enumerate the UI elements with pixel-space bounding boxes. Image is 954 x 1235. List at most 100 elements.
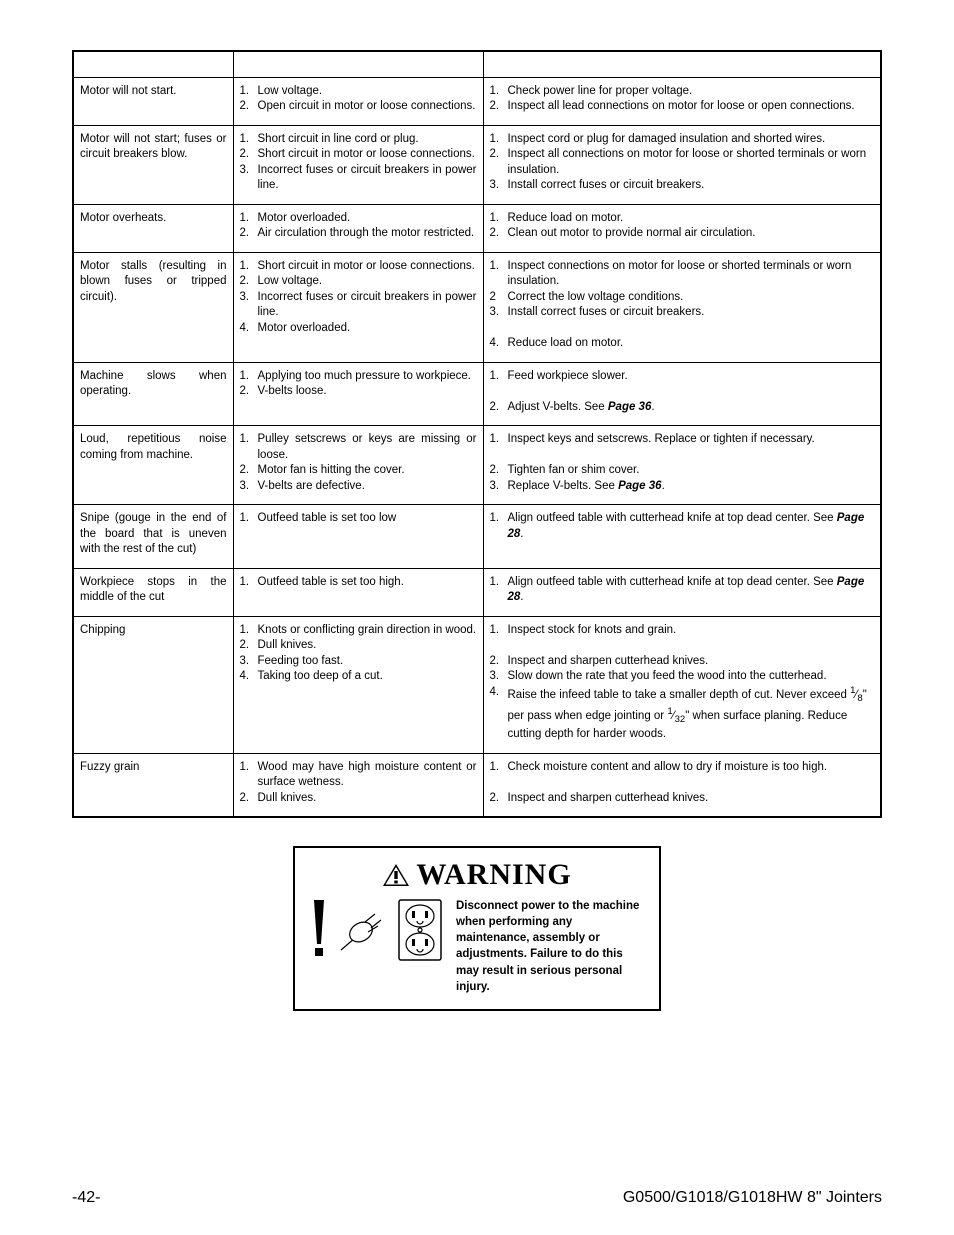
exclamation-icon xyxy=(309,898,329,962)
list-number: 2. xyxy=(240,147,258,163)
table-row: Loud, repetitious noise coming from mach… xyxy=(73,426,881,505)
cause-cell: 1.Outfeed table is set too high. xyxy=(233,568,483,616)
cause-cell: 1.Low voltage.2.Open circuit in motor or… xyxy=(233,77,483,125)
cause-cell: 1.Applying too much pressure to workpiec… xyxy=(233,362,483,426)
cause-cell: 1.Outfeed table is set too low xyxy=(233,505,483,569)
list-text: Low voltage. xyxy=(258,274,477,290)
list-text: Replace V-belts. See Page 36. xyxy=(508,479,875,495)
warning-box: WARNING xyxy=(293,846,661,1011)
table-row: Chipping1.Knots or conflicting grain dir… xyxy=(73,616,881,753)
list-number: 3. xyxy=(240,479,258,495)
list-number: 1. xyxy=(490,623,508,639)
problem-cell: Loud, repetitious noise coming from mach… xyxy=(73,426,233,505)
list-number: 2. xyxy=(490,654,508,670)
list-text: Incorrect fuses or circuit breakers in p… xyxy=(258,163,477,194)
warning-triangle-icon xyxy=(382,863,410,887)
list-number: 1. xyxy=(240,369,258,385)
list-number: 1. xyxy=(240,84,258,100)
list-text: Align outfeed table with cutterhead knif… xyxy=(508,511,875,542)
list-number: 1. xyxy=(240,511,258,527)
cause-cell: 1.Motor overloaded.2.Air circulation thr… xyxy=(233,204,483,252)
list-text: Feed workpiece slower. xyxy=(508,369,875,385)
list-text: Slow down the rate that you feed the woo… xyxy=(508,669,875,685)
table-header-row xyxy=(73,51,881,77)
list-number: 4. xyxy=(490,685,508,743)
remedy-cell: 1.Align outfeed table with cutterhead kn… xyxy=(483,568,881,616)
list-number: 1. xyxy=(240,259,258,275)
list-number: 2. xyxy=(490,226,508,242)
list-number: 1. xyxy=(490,84,508,100)
list-number: 2. xyxy=(240,384,258,400)
remedy-cell: 1.Feed workpiece slower. 2.Adjust V-belt… xyxy=(483,362,881,426)
list-text: Low voltage. xyxy=(258,84,477,100)
list-text: Motor overloaded. xyxy=(258,321,477,337)
cause-cell: 1.Short circuit in motor or loose connec… xyxy=(233,252,483,362)
list-text: Outfeed table is set too high. xyxy=(258,575,477,591)
list-text: Install correct fuses or circuit breaker… xyxy=(508,305,875,321)
list-text: Short circuit in motor or loose connecti… xyxy=(258,147,477,163)
list-number: 3. xyxy=(240,654,258,670)
header-problem xyxy=(73,51,233,77)
table-row: Snipe (gouge in the end of the board tha… xyxy=(73,505,881,569)
remedy-cell: 1.Inspect stock for knots and grain. 2.I… xyxy=(483,616,881,753)
list-text: Inspect cord or plug for damaged insulat… xyxy=(508,132,875,148)
warning-icons xyxy=(309,898,444,962)
table-row: Workpiece stops in the middle of the cut… xyxy=(73,568,881,616)
warning-body: Disconnect power to the machine when per… xyxy=(309,898,645,995)
page: Motor will not start.1.Low voltage.2.Ope… xyxy=(0,0,954,1235)
remedy-cell: 1.Check power line for proper voltage.2.… xyxy=(483,77,881,125)
list-text: Inspect connections on motor for loose o… xyxy=(508,259,875,290)
list-number: 3. xyxy=(490,178,508,194)
list-text: Tighten fan or shim cover. xyxy=(508,463,875,479)
list-text: Open circuit in motor or loose connectio… xyxy=(258,99,477,115)
list-number: 2. xyxy=(490,400,508,416)
list-text: Applying too much pressure to workpiece. xyxy=(258,369,477,385)
list-text: Short circuit in motor or loose connecti… xyxy=(258,259,477,275)
problem-cell: Motor stalls (resulting in blown fuses o… xyxy=(73,252,233,362)
list-number: 4. xyxy=(240,321,258,337)
table-row: Motor overheats.1.Motor overloaded.2.Air… xyxy=(73,204,881,252)
document-title: G0500/G1018/G1018HW 8" Jointers xyxy=(623,1189,882,1207)
list-text: Knots or conflicting grain direction in … xyxy=(258,623,477,639)
list-number: 3. xyxy=(490,479,508,495)
list-text: Correct the low voltage conditions. xyxy=(508,290,875,306)
list-number: 1. xyxy=(490,760,508,776)
list-text: Dull knives. xyxy=(258,791,477,807)
remedy-cell: 1.Inspect keys and setscrews. Replace or… xyxy=(483,426,881,505)
list-number: 1. xyxy=(490,369,508,385)
list-text: Clean out motor to provide normal air ci… xyxy=(508,226,875,242)
list-number: 1. xyxy=(240,760,258,791)
list-text: Reduce load on motor. xyxy=(508,211,875,227)
cause-cell: 1.Short circuit in line cord or plug.2.S… xyxy=(233,125,483,204)
list-text: Feeding too fast. xyxy=(258,654,477,670)
list-text: V-belts loose. xyxy=(258,384,477,400)
table-row: Machine slows when operating.1.Applying … xyxy=(73,362,881,426)
list-number: 1. xyxy=(490,132,508,148)
remedy-cell: 1.Check moisture content and allow to dr… xyxy=(483,753,881,817)
plug-icon xyxy=(335,902,391,958)
list-number: 2. xyxy=(240,226,258,242)
warning-text: Disconnect power to the machine when per… xyxy=(456,898,645,995)
list-number: 2. xyxy=(240,638,258,654)
remedy-cell: 1.Reduce load on motor.2.Clean out motor… xyxy=(483,204,881,252)
list-text: Align outfeed table with cutterhead knif… xyxy=(508,575,875,606)
problem-cell: Fuzzy grain xyxy=(73,753,233,817)
table-row: Motor stalls (resulting in blown fuses o… xyxy=(73,252,881,362)
page-footer: -42- G0500/G1018/G1018HW 8" Jointers xyxy=(72,1189,882,1207)
header-cause xyxy=(233,51,483,77)
list-text: Taking too deep of a cut. xyxy=(258,669,477,685)
list-text: Check moisture content and allow to dry … xyxy=(508,760,875,776)
list-number: 3. xyxy=(240,290,258,321)
list-text: Wood may have high moisture content or s… xyxy=(258,760,477,791)
table-row: Motor will not start; fuses or circuit b… xyxy=(73,125,881,204)
problem-cell: Machine slows when operating. xyxy=(73,362,233,426)
list-text: Motor overloaded. xyxy=(258,211,477,227)
list-number: 1. xyxy=(240,623,258,639)
problem-cell: Chipping xyxy=(73,616,233,753)
warning-title: WARNING xyxy=(416,858,571,892)
cause-cell: 1.Wood may have high moisture content or… xyxy=(233,753,483,817)
list-number: 3. xyxy=(490,669,508,685)
list-number: 1. xyxy=(240,211,258,227)
list-number: 2 xyxy=(490,290,508,306)
list-text: Motor fan is hitting the cover. xyxy=(258,463,477,479)
